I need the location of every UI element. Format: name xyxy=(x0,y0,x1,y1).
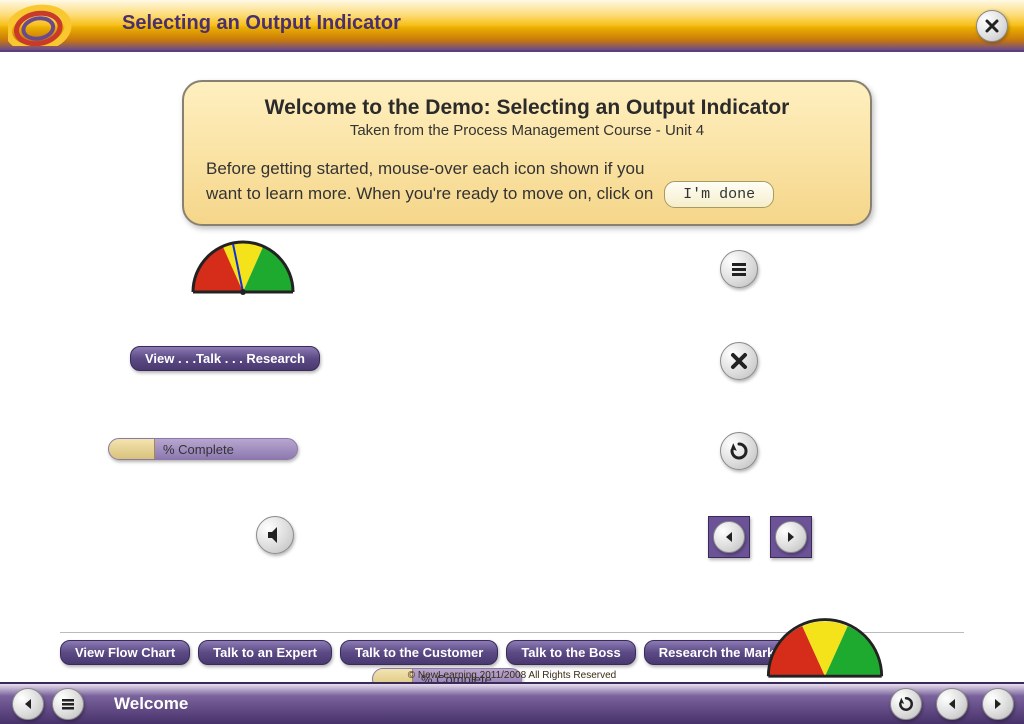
header-bar: Selecting an Output Indicator xyxy=(0,0,1024,52)
im-done-button[interactable]: I'm done xyxy=(664,181,774,208)
replay-button[interactable] xyxy=(720,432,758,470)
gauge-icon xyxy=(183,232,303,296)
welcome-body: Before getting started, mouse-over each … xyxy=(206,157,848,208)
next-page-button[interactable] xyxy=(770,516,812,558)
arrow-left-icon xyxy=(945,697,959,711)
x-icon xyxy=(729,351,749,371)
arrow-right-icon xyxy=(784,530,798,544)
action-bar: View Flow Chart Talk to an Expert Talk t… xyxy=(60,640,801,665)
replay-icon xyxy=(897,695,915,713)
welcome-heading: Welcome to the Demo: Selecting an Output… xyxy=(206,96,848,120)
gauge-demo xyxy=(183,232,303,301)
view-flowchart-button[interactable]: View Flow Chart xyxy=(60,640,190,665)
close-button[interactable] xyxy=(976,10,1008,42)
footer-prev-button[interactable] xyxy=(936,688,968,720)
talk-customer-button[interactable]: Talk to the Customer xyxy=(340,640,498,665)
replay-icon xyxy=(728,440,750,462)
menu-button[interactable] xyxy=(720,250,758,288)
arrow-left-icon xyxy=(21,697,35,711)
footer-copyright: © NewLearning 2011/2008 All Rights Reser… xyxy=(408,670,616,681)
prev-page-button[interactable] xyxy=(708,516,750,558)
arrow-right-icon xyxy=(991,697,1005,711)
welcome-subtitle: Taken from the Process Management Course… xyxy=(206,122,848,139)
footer-title: Welcome xyxy=(114,694,188,714)
arrow-left-icon xyxy=(722,530,736,544)
talk-boss-button[interactable]: Talk to the Boss xyxy=(506,640,635,665)
welcome-body-line1: Before getting started, mouse-over each … xyxy=(206,159,644,178)
learning-meter-gauge-icon xyxy=(755,612,895,680)
audio-button[interactable] xyxy=(256,516,294,554)
view-talk-research-pill: View . . .Talk . . . Research xyxy=(130,346,320,371)
speaker-icon xyxy=(265,525,285,545)
footer-nav xyxy=(882,688,1014,720)
footer-next-button[interactable] xyxy=(982,688,1014,720)
page-title: Selecting an Output Indicator xyxy=(122,12,401,35)
welcome-body-line2: want to learn more. When you're ready to… xyxy=(206,184,653,203)
exit-button[interactable] xyxy=(720,342,758,380)
pct-complete-demo: % Complete xyxy=(108,438,298,464)
talk-expert-button[interactable]: Talk to an Expert xyxy=(198,640,332,665)
welcome-panel: Welcome to the Demo: Selecting an Output… xyxy=(182,80,872,226)
footer-replay-button[interactable] xyxy=(890,688,922,720)
footer-menu-button[interactable] xyxy=(52,688,84,720)
menu-icon xyxy=(60,696,76,712)
menu-icon xyxy=(729,259,749,279)
footer-bar: © NewLearning 2011/2008 All Rights Reser… xyxy=(0,682,1024,724)
close-icon xyxy=(984,18,1000,34)
footer-back-button[interactable] xyxy=(12,688,44,720)
view-talk-research-label: View . . .Talk . . . Research xyxy=(130,346,320,371)
brand-logo xyxy=(8,4,108,46)
pct-complete-label: % Complete xyxy=(155,442,246,457)
